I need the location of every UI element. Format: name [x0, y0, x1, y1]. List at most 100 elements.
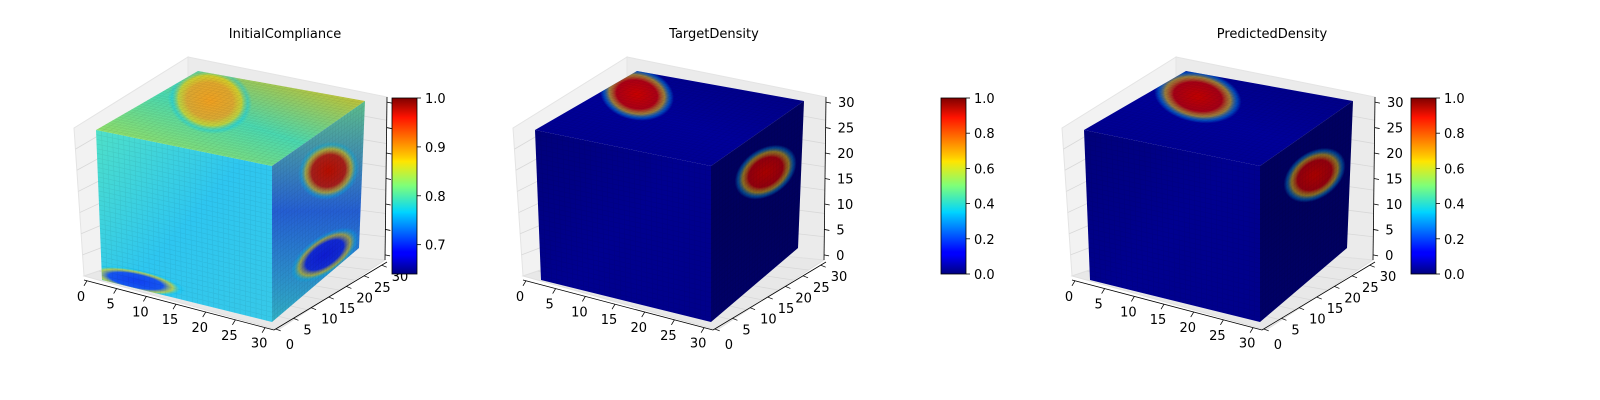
density-hotspot [1283, 147, 1346, 203]
z-tick-label: 25 [838, 122, 855, 137]
x-tick-label: 0 [77, 290, 85, 305]
y-tick-label: 30 [831, 270, 848, 285]
x-axis-line [522, 279, 714, 331]
voxel-grid [710, 103, 804, 320]
y-tick-label: 15 [778, 302, 795, 317]
x-tick-label: 15 [1150, 313, 1167, 328]
x-tick-label: 10 [132, 305, 149, 320]
z-tick-label: 30 [1387, 96, 1404, 111]
y-tick-mark [1263, 328, 1269, 332]
voxel-grid [271, 103, 365, 320]
y-tick-mark [275, 328, 281, 332]
y-tick-label: 5 [1291, 323, 1299, 338]
subplot-title: PredictedDensity [1217, 27, 1328, 42]
x-tick-mark [1249, 327, 1254, 333]
x-tick-label: 30 [251, 337, 268, 352]
colorbar: 0.7 0.8 0.9 1.0 [391, 92, 446, 275]
z-tick-mark [1374, 127, 1380, 129]
x-tick-mark [1071, 280, 1076, 286]
subplot-title: InitialCompliance [229, 27, 342, 42]
x-tick-label: 15 [162, 313, 179, 328]
colorbar-tick-label: 0.8 [974, 127, 995, 142]
x-tick-label: 25 [1209, 329, 1226, 344]
z-tick-mark [825, 127, 831, 129]
z-tick-label: 30 [838, 96, 855, 111]
density-hotspot [290, 227, 359, 283]
x-tick-label: 30 [690, 337, 707, 352]
z-tick-label: 0 [836, 249, 844, 264]
colorbar-tick-label: 1.0 [1444, 92, 1465, 107]
colorbar-tick-label: 0.7 [425, 239, 446, 254]
y-tick-mark [293, 317, 299, 321]
x-tick-mark [172, 304, 177, 310]
voxel-grid [1084, 131, 1261, 321]
z-tick-mark [386, 101, 393, 104]
x-tick-label: 0 [1065, 290, 1073, 305]
x-tick-mark [671, 319, 675, 326]
y-tick-mark [328, 296, 334, 300]
y-axis-line [712, 261, 827, 331]
x-axis-line [83, 279, 275, 331]
colorbar-tick-label: 0.9 [425, 141, 446, 156]
density-hotspot [1154, 71, 1242, 124]
voxel-grid [96, 131, 273, 321]
x-tick-label: 25 [660, 329, 677, 344]
x-tick-mark [611, 304, 616, 310]
x-tick-mark [552, 288, 556, 294]
x-tick-label: 25 [221, 329, 238, 344]
x-tick-mark [143, 296, 147, 302]
colorbar-gradient [391, 97, 418, 275]
y-axis-line [1261, 261, 1376, 331]
y-tick-label: 15 [1327, 302, 1344, 317]
x-tick-label: 20 [630, 321, 647, 336]
y-axis-line [273, 261, 388, 331]
z-tick-mark [1373, 203, 1379, 206]
y-tick-mark [346, 286, 352, 289]
side-shade [711, 101, 804, 322]
y-tick-label: 25 [813, 281, 830, 296]
voxel-grid [538, 71, 802, 166]
x-tick-label: 20 [191, 321, 208, 336]
z-tick-mark [385, 203, 391, 206]
x-tick-mark [700, 327, 705, 333]
y-tick-label: 20 [795, 291, 812, 306]
subplot-title: TargetDensity [668, 27, 759, 42]
x-tick-label: 0 [516, 290, 524, 305]
cube-front-face [535, 130, 711, 322]
x-tick-mark [1101, 288, 1105, 294]
y-tick-label: 0 [1274, 338, 1282, 353]
y-tick-mark [381, 264, 387, 268]
y-tick-mark [363, 275, 370, 279]
z-tick-mark [384, 254, 391, 257]
y-tick-mark [820, 264, 826, 268]
x-tick-label: 10 [571, 305, 588, 320]
voxel-grid [1259, 103, 1353, 320]
z-tick-label: 0 [1385, 249, 1393, 264]
x-tick-mark [232, 319, 236, 326]
y-tick-label: 0 [725, 338, 733, 353]
y-tick-label: 10 [321, 313, 338, 328]
z-tick-mark [386, 152, 392, 155]
x-tick-mark [1190, 311, 1195, 318]
z-tick-mark [1372, 254, 1379, 257]
y-tick-mark [732, 317, 738, 321]
z-tick-label: 5 [836, 223, 844, 238]
z-tick-label: 20 [837, 147, 854, 162]
x-tick-mark [1220, 319, 1224, 326]
colorbar-gradient [1410, 97, 1437, 275]
cube-front-face [1084, 130, 1260, 322]
y-tick-label: 10 [1309, 313, 1326, 328]
x-tick-mark [261, 327, 266, 333]
y-tick-mark [714, 328, 720, 332]
side-shade [1260, 101, 1353, 322]
x-tick-mark [113, 288, 117, 294]
colorbar-tick-label: 0.2 [1444, 233, 1465, 248]
x-axis-line [1071, 279, 1263, 331]
x-tick-label: 20 [1179, 321, 1196, 336]
y-tick-label: 5 [742, 323, 750, 338]
z-tick-mark [1374, 101, 1381, 104]
x-tick-label: 5 [546, 298, 554, 313]
y-tick-mark [1369, 264, 1375, 268]
